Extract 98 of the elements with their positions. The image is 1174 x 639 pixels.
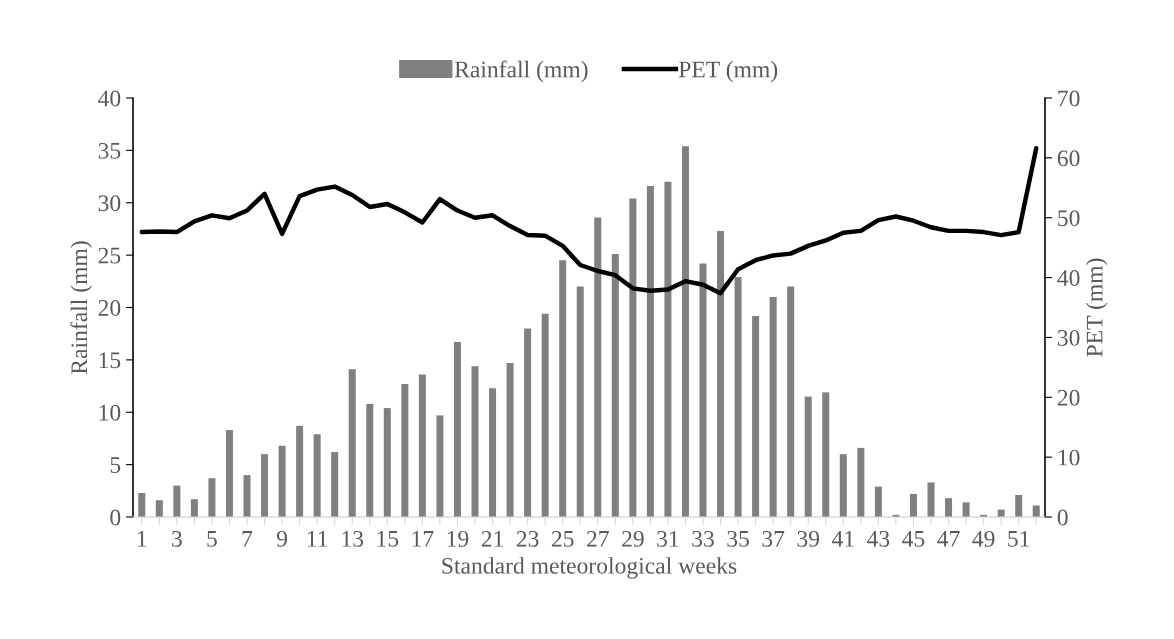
x-tick-label: 35: [727, 530, 749, 547]
bar: [857, 447, 865, 517]
y-tick-label: 10: [99, 404, 121, 421]
bar: [594, 217, 602, 517]
y2-tick-label: 0: [1057, 509, 1068, 526]
y2-tick-label: 10: [1058, 449, 1080, 466]
bar: [576, 286, 584, 517]
bar: [717, 231, 725, 517]
line-series: [139, 146, 1039, 296]
bar: [734, 277, 742, 517]
x-tick-label: 1: [137, 530, 147, 547]
x-tick-label: 33: [692, 530, 714, 547]
bar: [839, 454, 847, 517]
bar: [1015, 495, 1023, 517]
bar: [208, 478, 216, 517]
y-tick-label: 5: [110, 457, 121, 474]
bar: [383, 408, 391, 517]
bar: [471, 366, 479, 517]
bar: [173, 485, 181, 517]
x-tick-label: 23: [516, 530, 539, 547]
bar: [559, 260, 567, 517]
bar: [699, 263, 707, 517]
bar: [261, 454, 269, 517]
bar: [874, 486, 882, 517]
x-tick-label: 9: [276, 530, 288, 547]
bar: [243, 475, 251, 517]
y-tick-label: 30: [98, 195, 121, 212]
y-tick-label: 20: [98, 299, 121, 316]
x-tick-label: 15: [377, 530, 399, 547]
bar: [541, 313, 549, 517]
y2-tick-label: 20: [1057, 389, 1080, 406]
bar: [313, 434, 321, 517]
x-tick-label: 5: [207, 531, 217, 547]
bar: [348, 369, 356, 517]
x-tick-label: 3: [172, 530, 182, 547]
x-tick-label: 21: [481, 530, 503, 547]
y2-tick-label: 50: [1058, 210, 1080, 227]
x-tick-label: 29: [622, 530, 644, 547]
x-tick-label: 17: [412, 530, 434, 547]
y2-tick-label: 40: [1057, 270, 1080, 286]
bar: [769, 297, 777, 517]
x-tick-label: 13: [342, 530, 364, 547]
y-tick-label: 35: [98, 142, 121, 159]
x-tick-label: 7: [242, 531, 253, 547]
bar: [190, 499, 198, 517]
bar: [506, 363, 514, 517]
x-tick-label: 39: [797, 530, 820, 547]
bar: [138, 492, 146, 517]
y2-tick-label: 60: [1057, 150, 1080, 167]
bar: [366, 403, 374, 517]
bar: [418, 374, 426, 517]
bar: [296, 425, 304, 517]
bar: [629, 198, 637, 517]
x-tick-label: 37: [762, 530, 785, 547]
bar: [646, 185, 654, 517]
bar: [278, 445, 286, 517]
y-tick-label: 0: [110, 509, 121, 526]
x-tick-label: 49: [972, 530, 995, 547]
x-tick-label: 41: [831, 530, 854, 547]
bar: [664, 181, 672, 517]
bar: [489, 388, 497, 517]
y2-tick-label: 30: [1057, 329, 1080, 346]
bar: [822, 392, 830, 517]
bar: [524, 328, 532, 517]
bar: [1032, 505, 1040, 517]
x-tick-label: 43: [867, 530, 890, 547]
bar: [962, 502, 970, 517]
x-axis-title: Standard meteorological weeks: [442, 557, 737, 579]
bar: [436, 415, 444, 517]
bar: [787, 286, 795, 517]
x-tick-label: 47: [937, 531, 960, 547]
legend-label: PET (mm): [678, 60, 778, 83]
bar: [155, 500, 163, 517]
bar: [453, 342, 461, 517]
x-tick-label: 11: [307, 530, 328, 547]
legend-label: Rainfall (mm): [454, 60, 588, 83]
bar: [804, 396, 812, 517]
y2-tick-label: 70: [1058, 90, 1080, 107]
x-tick-label: 25: [551, 530, 574, 547]
x-tick-label: 51: [1008, 530, 1030, 547]
bar: [225, 430, 233, 517]
y2-axis-title: PET (mm): [1085, 258, 1108, 357]
x-tick-label: 27: [587, 530, 609, 547]
bar: [945, 498, 953, 517]
bar: [401, 383, 409, 517]
y-axis-title: Rainfall (mm): [70, 241, 93, 375]
x-tick-label: 45: [902, 531, 925, 547]
x-tick-label: 19: [447, 530, 469, 547]
y-tick-label: 25: [98, 247, 121, 264]
bar: [331, 452, 339, 517]
bar: [681, 146, 689, 517]
bar: [909, 493, 917, 517]
x-tick-label: 31: [657, 530, 679, 547]
y-tick-label: 40: [98, 90, 121, 107]
y-tick-label: 15: [99, 352, 121, 369]
bar: [752, 315, 760, 517]
bar: [927, 482, 935, 517]
bar: [611, 254, 619, 517]
